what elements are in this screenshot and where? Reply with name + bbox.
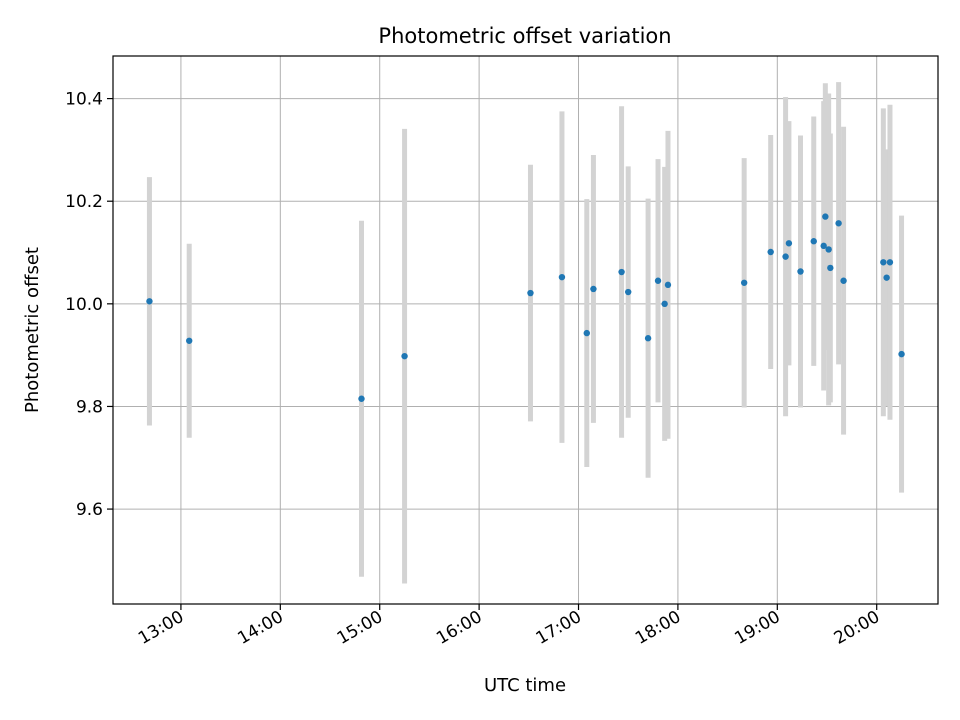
data-point <box>583 329 590 337</box>
data-point <box>618 268 625 276</box>
data-point <box>401 352 408 360</box>
data-point <box>840 277 847 284</box>
data-point <box>797 268 804 275</box>
data-point <box>527 289 534 297</box>
data-point <box>827 264 834 272</box>
data-point <box>820 242 827 250</box>
y-axis-ticks: 9.6 9.8 10.0 10.2 10.4 <box>65 90 113 520</box>
y-tick-label: 9.8 <box>76 397 103 417</box>
data-points <box>146 213 905 402</box>
data-point <box>782 253 789 260</box>
data-point <box>358 395 365 402</box>
data-point <box>880 259 887 266</box>
plot-frame <box>112 55 939 605</box>
data-point <box>785 240 793 247</box>
data-point <box>825 246 832 253</box>
data-point <box>883 274 890 281</box>
data-point <box>146 298 153 305</box>
x-axis-title: UTC time <box>484 675 566 696</box>
y-tick-label: 10.2 <box>65 192 103 212</box>
data-point <box>661 300 668 308</box>
data-point <box>886 259 894 266</box>
chart-title: Photometric offset variation <box>378 24 671 48</box>
data-point <box>654 277 662 284</box>
data-point <box>810 238 817 245</box>
data-point <box>664 281 672 289</box>
data-point <box>835 220 842 227</box>
y-tick-label: 10.4 <box>65 90 103 110</box>
data-point <box>625 288 632 296</box>
data-point <box>644 335 652 342</box>
data-point <box>822 213 829 220</box>
gridlines <box>113 56 938 604</box>
y-tick-label: 10.0 <box>65 295 103 315</box>
data-point <box>590 285 597 293</box>
y-tick-label: 9.6 <box>76 500 103 520</box>
data-point <box>767 248 774 256</box>
data-point <box>186 337 193 344</box>
y-axis-title: Photometric offset <box>22 247 43 413</box>
data-point <box>898 350 905 358</box>
data-point <box>558 273 566 281</box>
data-point <box>740 279 748 286</box>
